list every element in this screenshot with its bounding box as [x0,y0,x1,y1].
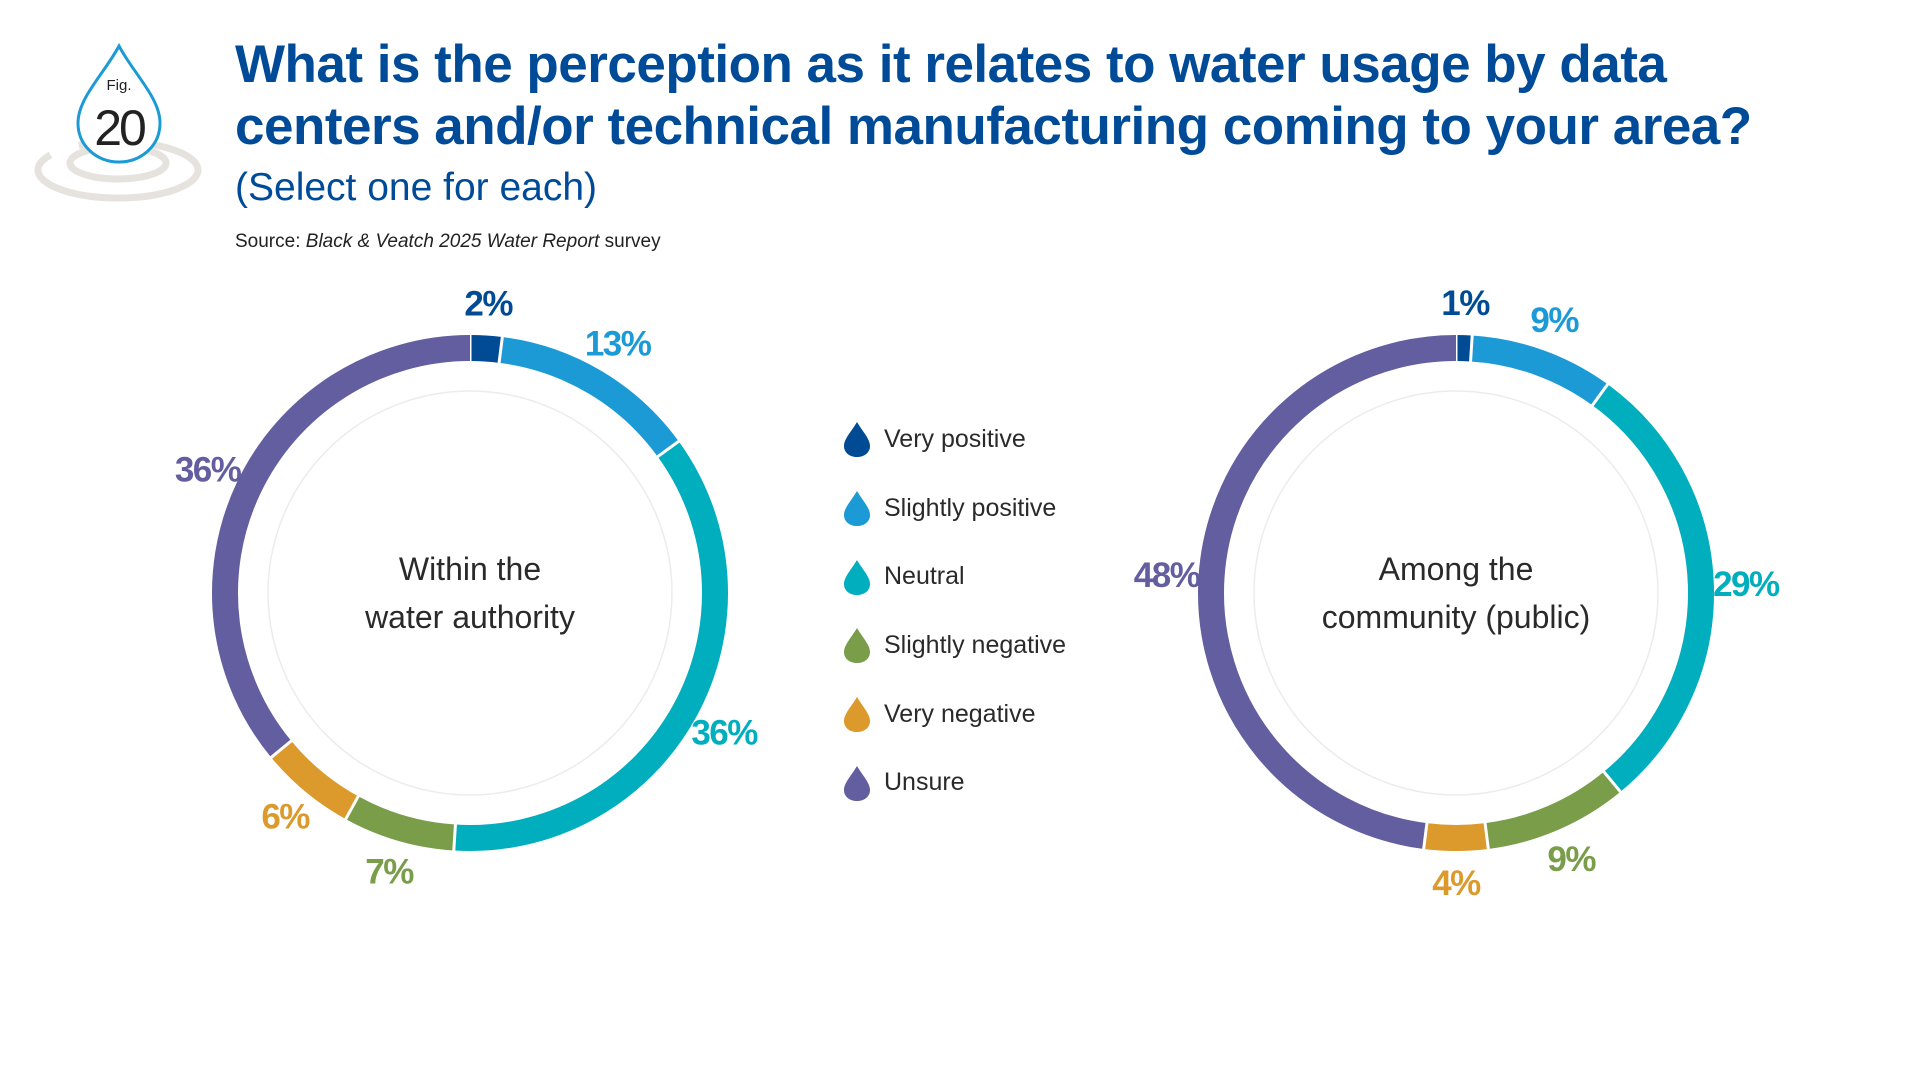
segment-gap [452,823,457,852]
droplet-icon [844,422,870,458]
center-label: Within the [399,551,541,587]
data-label: 36% [175,451,242,490]
data-label: 2% [464,285,513,324]
donut-segment [1484,771,1621,849]
legend-item: Neutral [842,542,1066,611]
segment-gap [269,739,293,760]
figure-badge: Fig. 20 [34,42,202,202]
inner-ring [1253,390,1659,796]
segment-gap [1483,821,1490,851]
segment-gap [343,794,361,821]
droplet-icon [76,42,162,164]
data-label: 48% [1134,556,1201,595]
center-label: community (public) [1322,599,1591,635]
data-label: 4% [1432,864,1481,903]
donut-segment [1423,823,1489,851]
donut-segment [345,796,456,851]
legend-label: Slightly negative [884,630,1067,659]
legend-item: Very negative [842,680,1066,749]
donut-segment [1198,335,1457,849]
legend-label: Neutral [884,562,965,591]
legend-label: Slightly positive [884,493,1057,522]
source-title: Black & Veatch 2025 Water Report [305,231,600,252]
data-label: 1% [1441,284,1490,323]
data-label: 36% [691,714,758,753]
data-label: 9% [1547,840,1596,879]
legend-label: Very positive [884,424,1026,453]
source-note: Source: Black & Veatch 2025 Water Report… [235,231,661,253]
segment-gap [1590,382,1610,407]
data-label: 29% [1713,565,1780,604]
legend-label: Unsure [884,768,965,797]
donut-segment [1470,335,1608,406]
segment-gap [1469,334,1474,363]
data-label: 13% [585,324,652,363]
donut-chart: 1% 9% 29% 9% 4% 48% Among the community (public… [1134,284,1782,903]
segment-gap [1602,770,1623,794]
donut-segment [1592,384,1714,792]
center-label: water authority [364,599,575,635]
data-label: 7% [365,852,414,891]
legend-item: Slightly negative [842,611,1066,680]
legend-label: Very negative [884,699,1036,728]
segment-gap [656,439,681,459]
donut-segment [271,740,359,820]
droplet-icon [844,491,870,527]
data-label: 9% [1530,301,1579,340]
droplet-icon [844,697,870,733]
data-label: 6% [261,797,310,836]
legend-item: Unsure [842,748,1066,817]
legend-item: Very positive [842,405,1066,474]
chart-title: What is the perception as it relates to … [235,35,1752,156]
droplet-icon [844,559,870,595]
fig-label: Fig. [106,77,131,94]
legend: Very positive Slightly positive Neutral Sli… [842,405,1066,817]
chart-subtitle: (Select one for each) [235,166,598,209]
donut-chart: 2% 13% 36% 7% 6% 36% Within the water authority [175,285,760,892]
droplet-icon [844,765,870,801]
droplet-icon [844,628,870,664]
segment-gap [1422,821,1429,851]
donut-segment [453,441,728,851]
center-label: Among the [1379,551,1534,587]
donut-segment [498,337,679,457]
fig-number: 20 [94,100,145,156]
donut-segment [469,335,503,363]
inner-ring [267,390,673,796]
source-prefix: Source: [235,231,306,252]
donut-segment [212,335,471,758]
source-suffix: survey [599,231,661,252]
segment-gap [497,335,504,365]
legend-item: Slightly positive [842,474,1066,543]
